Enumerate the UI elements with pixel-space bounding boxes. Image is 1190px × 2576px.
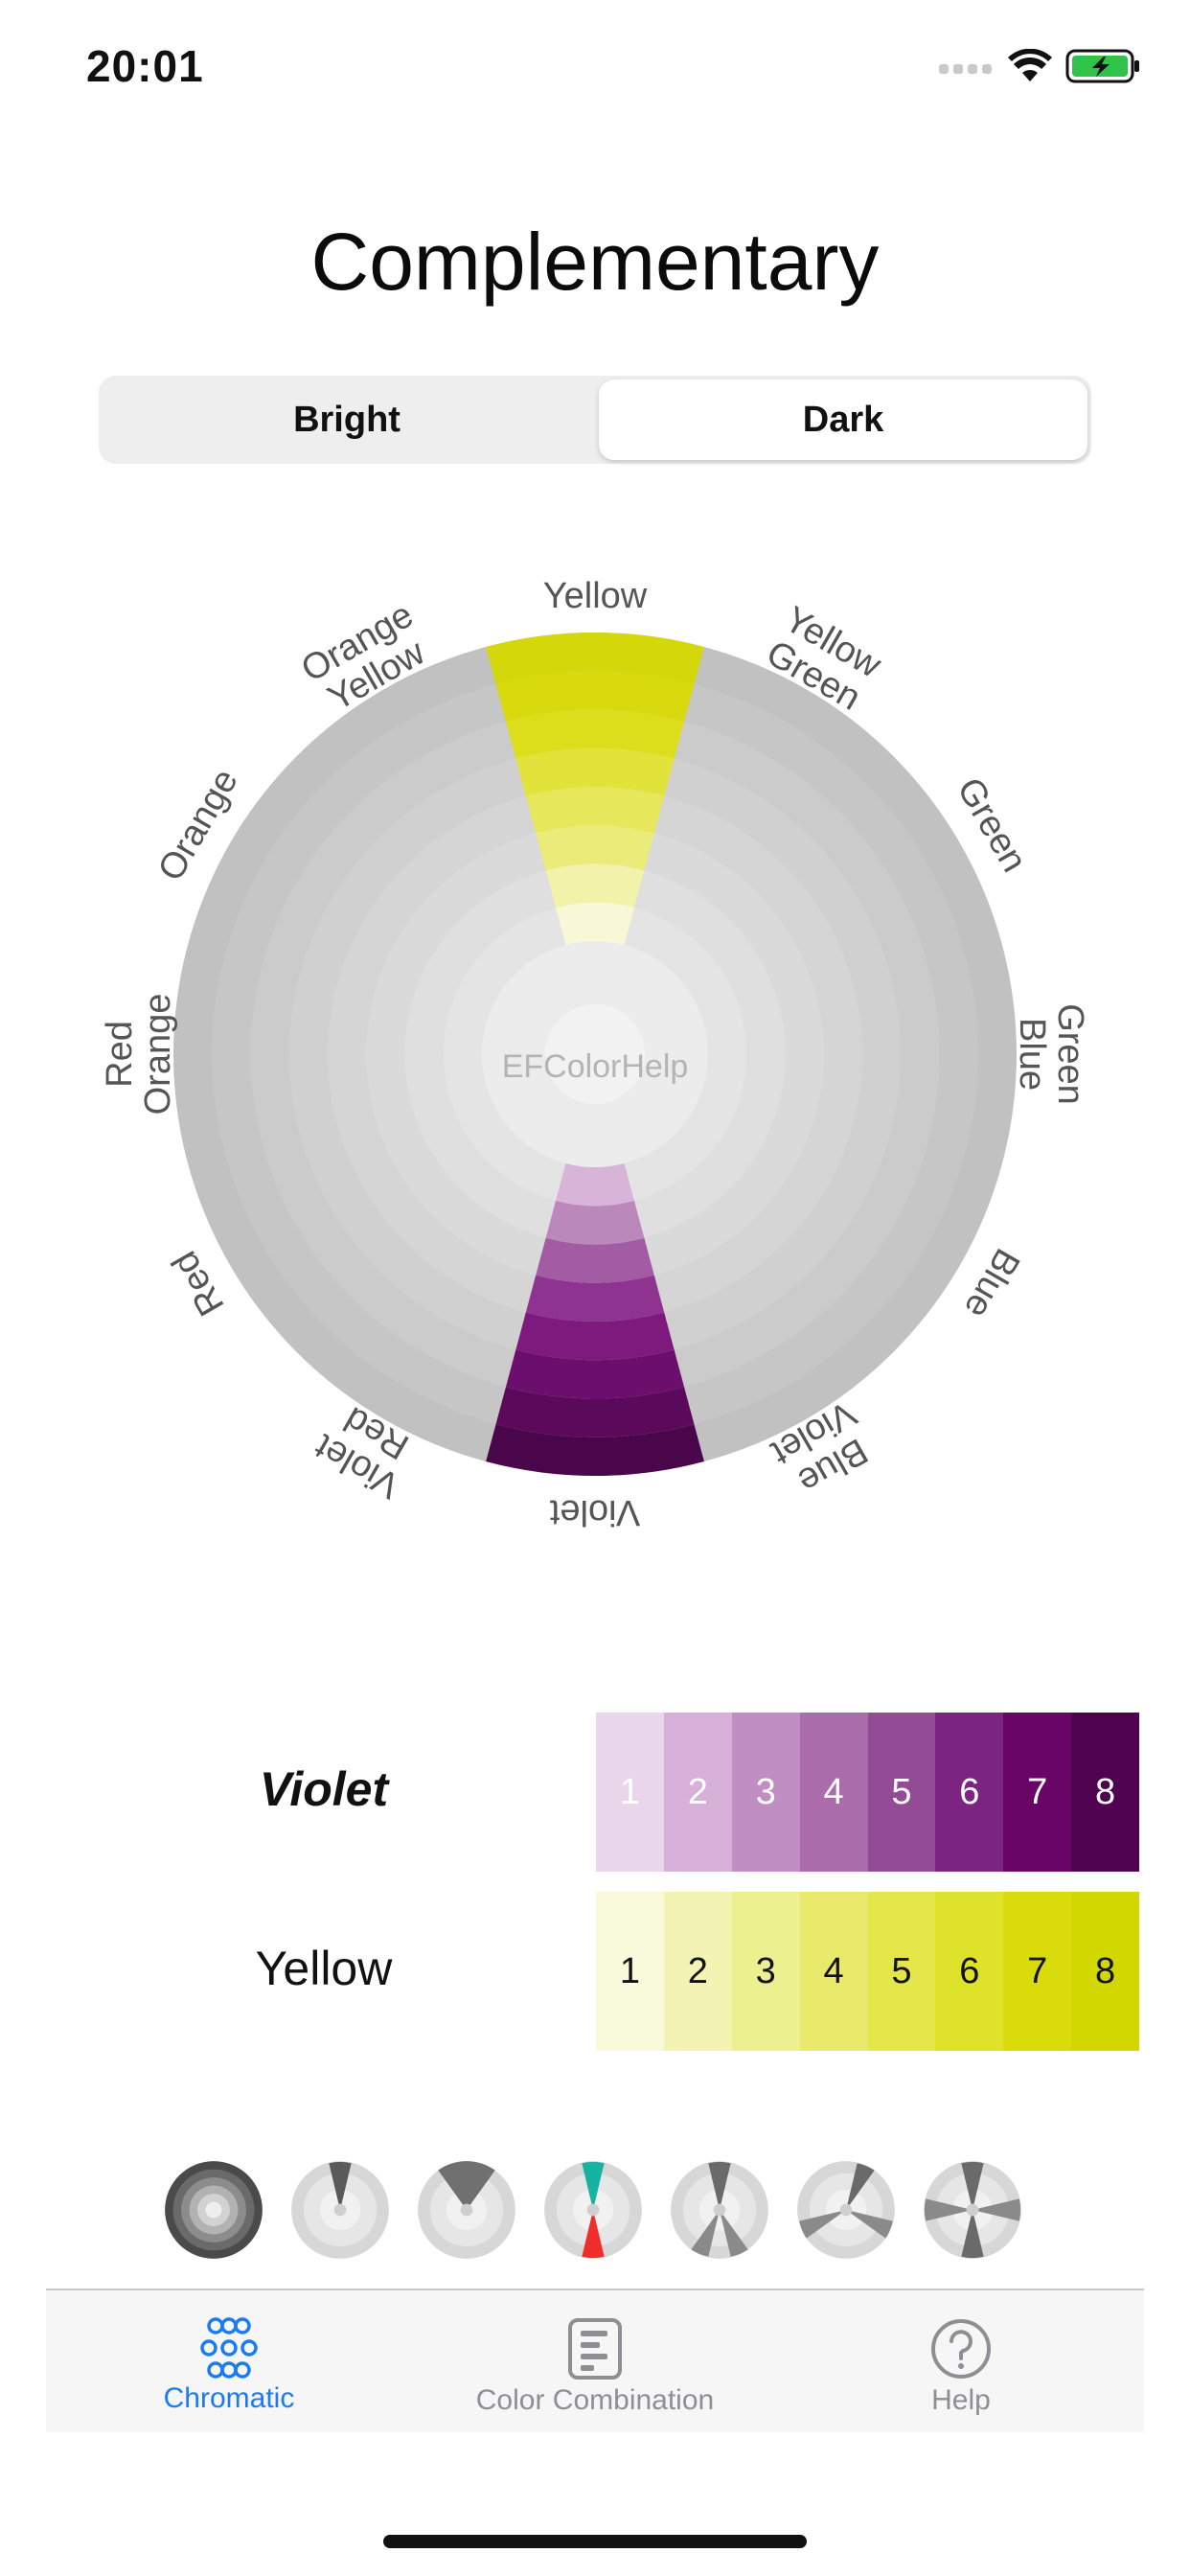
complementary-color-icon[interactable] [542, 2159, 644, 2261]
wheel-center-label: EFColorHelp [502, 1048, 689, 1085]
swatch-violet-8[interactable]: 8 [1071, 1713, 1139, 1872]
yellow-highlight-segment[interactable] [486, 632, 704, 946]
triadic-wheel-icon[interactable] [795, 2159, 897, 2261]
swatch-violet-1[interactable]: 1 [596, 1713, 664, 1872]
swatch-violet-3[interactable]: 3 [731, 1713, 800, 1872]
swatch-violet-6[interactable]: 6 [935, 1713, 1004, 1872]
split-complementary-wheel-icon[interactable] [669, 2159, 770, 2261]
swatch-yellow-3[interactable]: 3 [731, 1892, 800, 2051]
status-icons [939, 48, 1142, 84]
segment-bright[interactable]: Bright [293, 399, 400, 440]
yellow-band[interactable] [486, 632, 704, 684]
swatch-yellow-8[interactable]: 8 [1071, 1892, 1139, 2051]
swatch-yellow-5[interactable]: 5 [867, 1892, 936, 2051]
yellow-band[interactable] [505, 709, 685, 759]
yellow-band[interactable] [545, 863, 645, 908]
tab-label-color-combination: Color Combination [475, 2384, 715, 2416]
swatch-violet-4[interactable]: 4 [799, 1713, 868, 1872]
page-title: Complementary [310, 217, 880, 307]
tab-chromatic[interactable]: Chromatic [46, 2290, 412, 2432]
monochromatic-wheel-icon[interactable] [163, 2159, 264, 2261]
swatch-yellow-6[interactable]: 6 [935, 1892, 1004, 2051]
violet-band[interactable] [495, 1387, 695, 1438]
swatch-yellow-7[interactable]: 7 [1003, 1892, 1072, 2051]
swatch-violet-5[interactable]: 5 [867, 1713, 936, 1872]
wheel-label: Red [164, 1244, 232, 1322]
swatch-yellow-4[interactable]: 4 [799, 1892, 868, 2051]
violet-band[interactable] [486, 1424, 704, 1476]
tab-label-chromatic: Chromatic [163, 2382, 295, 2414]
chromatic-icon [200, 2317, 258, 2379]
tab-help[interactable]: Help [778, 2290, 1144, 2432]
yellow-band[interactable] [515, 748, 675, 796]
tab-bar: Chromatic Color Combination Help [46, 2288, 1144, 2432]
status-time: 20:01 [86, 41, 204, 91]
complementary-wheel-icon[interactable] [289, 2159, 391, 2261]
yellow-band[interactable] [536, 825, 654, 871]
help-icon [931, 2319, 991, 2379]
combination-selector [163, 2159, 1023, 2261]
yellow-band[interactable] [556, 902, 634, 946]
home-indicator[interactable] [383, 2535, 807, 2548]
violet-band[interactable] [556, 1162, 634, 1207]
wheel-center [545, 1004, 645, 1104]
scale-label-yellow: Yellow [255, 1942, 393, 1995]
violet-band[interactable] [525, 1275, 665, 1322]
wifi-icon [1008, 49, 1052, 81]
swatch-yellow-2[interactable]: 2 [663, 1892, 732, 2051]
document-icon [568, 2318, 622, 2380]
tab-label-help: Help [931, 2384, 991, 2416]
swatch-yellow-1[interactable]: 1 [596, 1892, 664, 2051]
scale-label-violet: Violet [259, 1762, 389, 1816]
color-wheel[interactable]: EFColorHelp YellowYellowGreenGreenGreenB… [0, 537, 1190, 1572]
violet-highlight-segment[interactable] [486, 1162, 704, 1476]
violet-band[interactable] [505, 1349, 685, 1399]
swatch-violet-7[interactable]: 7 [1003, 1713, 1072, 1872]
violet-band[interactable] [515, 1312, 675, 1361]
cellular-signal-icon [939, 64, 992, 74]
segment-dark[interactable]: Dark [599, 380, 1087, 460]
wheel-label: Blue [956, 1242, 1027, 1325]
wheel-label: Yellow [543, 576, 648, 616]
wheel-label: GreenBlue [1012, 1003, 1090, 1105]
yellow-band[interactable] [525, 787, 665, 834]
analogous-wheel-icon[interactable] [416, 2159, 517, 2261]
swatch-violet-2[interactable]: 2 [663, 1713, 732, 1872]
wheel-label: Violet [549, 1492, 640, 1532]
yellow-band[interactable] [495, 671, 695, 722]
violet-band[interactable] [545, 1200, 645, 1245]
tetradic-wheel-icon[interactable] [922, 2159, 1023, 2261]
battery-icon [1065, 49, 1139, 83]
bright-dark-segmented-control: Bright Dark [99, 376, 1091, 464]
tab-color-combination[interactable]: Color Combination [412, 2290, 778, 2432]
wheel-label: RedOrange [100, 994, 178, 1116]
violet-band[interactable] [536, 1237, 654, 1283]
